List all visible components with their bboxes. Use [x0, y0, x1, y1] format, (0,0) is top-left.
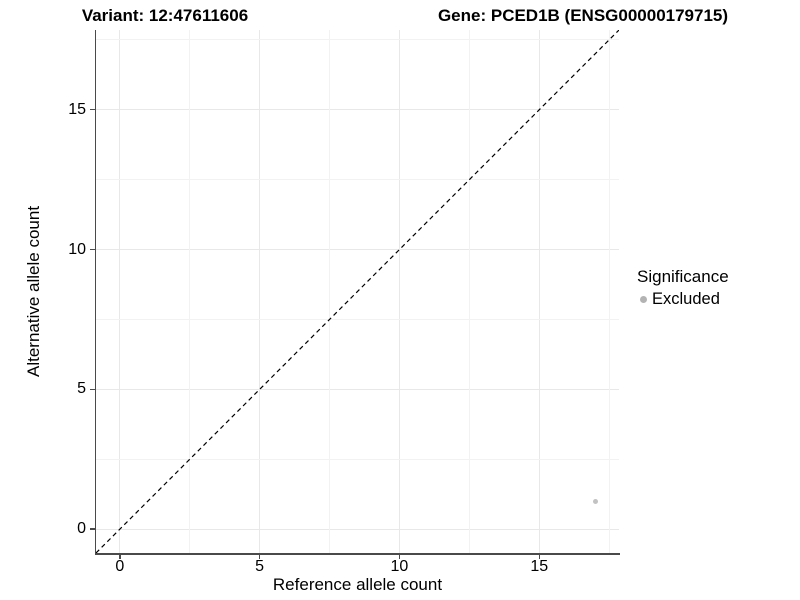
x-tick-mark	[538, 554, 541, 559]
gridline-y-minor	[96, 318, 619, 320]
legend-item-excluded: Excluded	[637, 290, 729, 309]
x-tick-mark	[398, 554, 401, 559]
y-tick-label: 10	[68, 240, 86, 258]
x-tick-label: 5	[255, 558, 265, 575]
x-tick-label: 15	[530, 558, 549, 575]
y-tick-label: 0	[77, 520, 86, 538]
gridline-x-minor	[189, 30, 191, 553]
x-axis-line	[94, 553, 620, 555]
gridline-y-major	[96, 249, 619, 251]
legend-title: Significance	[637, 267, 729, 286]
legend: Significance Excluded	[637, 267, 729, 309]
gridline-y-major	[96, 388, 619, 390]
gridline-x-minor	[468, 30, 470, 553]
data-point	[592, 498, 598, 504]
y-axis-title: Alternative allele count	[24, 205, 43, 378]
gridline-y-minor	[96, 458, 619, 460]
x-tick-label: 0	[115, 558, 125, 575]
legend-point-icon	[640, 296, 647, 303]
y-tick-label: 5	[77, 380, 86, 398]
legend-item-label: Excluded	[652, 290, 720, 308]
x-axis-title: Reference allele count	[272, 575, 443, 594]
identity-dashed-line	[96, 30, 619, 553]
gridline-x-major	[398, 30, 400, 553]
x-tick-label: 10	[390, 558, 409, 575]
y-tick-mark	[90, 248, 95, 251]
x-tick-mark	[258, 554, 261, 559]
gridline-x-minor	[329, 30, 331, 553]
gridline-x-major	[538, 30, 540, 553]
y-tick-mark	[90, 388, 95, 391]
gridline-x-major	[259, 30, 261, 553]
y-tick-mark	[90, 528, 95, 530]
x-tick-mark	[119, 554, 121, 559]
y-tick-mark	[90, 108, 95, 111]
variant-title: Variant: 12:47611606	[81, 6, 249, 25]
gridline-y-minor	[96, 179, 619, 181]
gene-title: Gene: PCED1B (ENSG00000179715)	[437, 6, 729, 25]
gridline-y-major	[96, 109, 619, 111]
y-axis-line	[94, 30, 96, 555]
gridline-y-major	[96, 528, 619, 530]
y-tick-label: 15	[68, 100, 86, 118]
gridline-y-minor	[96, 39, 619, 41]
gridline-x-major	[119, 30, 121, 553]
gridline-x-minor	[608, 30, 610, 553]
plot-panel	[96, 30, 619, 553]
